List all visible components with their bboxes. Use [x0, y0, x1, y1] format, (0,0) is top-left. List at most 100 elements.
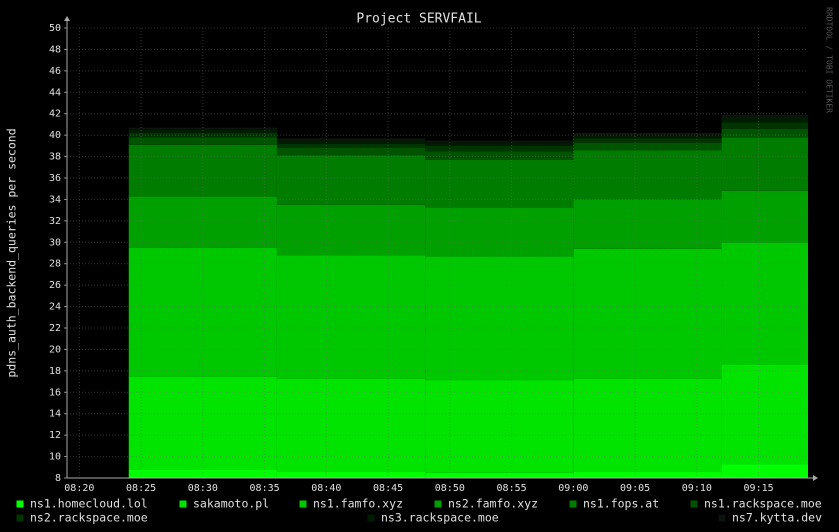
area-segment	[425, 145, 574, 152]
area-segment	[721, 464, 808, 478]
area-segment	[721, 137, 808, 191]
area-segment	[721, 122, 808, 129]
area-segment	[425, 380, 574, 473]
area-segment	[721, 364, 808, 465]
legend-swatch	[717, 513, 727, 523]
y-tick-label: 14	[49, 409, 61, 420]
area-segment	[425, 140, 574, 143]
legend-swatch	[178, 499, 188, 509]
watermark: RRDTOOL / TOBI OETIKER	[825, 7, 834, 113]
y-tick-label: 8	[55, 473, 61, 484]
y-tick-label: 20	[49, 344, 61, 355]
legend-swatch	[15, 499, 25, 509]
area-segment	[128, 133, 277, 138]
area-segment	[276, 138, 426, 141]
x-tick-label: 09:10	[682, 483, 712, 494]
y-tick-label: 34	[49, 194, 61, 205]
area-segment	[128, 247, 277, 377]
x-tick-label: 09:05	[620, 483, 650, 494]
legend-label: ns2.famfo.xyz	[448, 497, 538, 511]
legend-swatch	[689, 499, 699, 509]
area-segment	[276, 378, 426, 472]
area-segment	[425, 159, 574, 208]
y-tick-label: 40	[49, 130, 61, 141]
legend-label: ns1.famfo.xyz	[313, 497, 403, 511]
legend-swatch	[15, 513, 25, 523]
area-segment	[128, 137, 277, 145]
area-segment	[573, 135, 722, 139]
y-tick-label: 36	[49, 173, 61, 184]
legend-label: ns1.rackspace.moe	[704, 497, 822, 511]
area-segment	[276, 204, 426, 256]
legend-label: ns2.rackspace.moe	[30, 511, 148, 525]
x-tick-label: 08:25	[126, 483, 156, 494]
axis-arrow	[813, 475, 818, 481]
area-segment	[573, 248, 722, 379]
y-tick-label: 30	[49, 237, 61, 248]
area-segment	[276, 155, 426, 205]
area-segment	[276, 255, 426, 379]
legend-label: ns7.kytta.dev	[732, 511, 822, 525]
legend-label: sakamoto.pl	[193, 497, 269, 511]
area-segment	[128, 196, 277, 248]
area-segment	[276, 148, 426, 156]
area-segment	[573, 150, 722, 200]
area-segment	[573, 199, 722, 249]
x-tick-label: 08:50	[435, 483, 465, 494]
y-tick-label: 26	[49, 280, 61, 291]
legend-label: ns3.rackspace.moe	[381, 511, 499, 525]
area-segment	[276, 471, 426, 478]
y-tick-label: 38	[49, 152, 61, 163]
y-tick-label: 18	[49, 366, 61, 377]
y-tick-label: 22	[49, 323, 61, 334]
axis-arrow	[64, 16, 70, 21]
area-segment	[721, 190, 808, 243]
area-segment	[425, 151, 574, 160]
area-segment	[425, 208, 574, 257]
y-tick-label: 46	[49, 66, 61, 77]
y-axis-label: pdns_auth_backend_queries per second	[5, 128, 19, 377]
area-segment	[573, 471, 722, 478]
x-tick-label: 08:30	[188, 483, 218, 494]
area-segment	[573, 378, 722, 472]
area-segment	[721, 114, 808, 118]
chart-title: Project SERVFAIL	[356, 12, 481, 27]
legend-swatch	[568, 499, 578, 509]
area-segment	[721, 242, 808, 365]
area-segment	[573, 138, 722, 143]
area-segment	[128, 127, 277, 130]
x-tick-label: 08:40	[311, 483, 341, 494]
y-tick-label: 50	[49, 23, 61, 34]
y-tick-label: 24	[49, 302, 61, 313]
y-tick-label: 44	[49, 87, 61, 98]
x-tick-label: 09:15	[744, 483, 774, 494]
y-tick-label: 12	[49, 430, 61, 441]
legend-swatch	[433, 499, 443, 509]
legend-label: ns1.fops.at	[583, 497, 659, 511]
y-tick-label: 28	[49, 259, 61, 270]
x-tick-label: 08:55	[497, 483, 527, 494]
area-segment	[425, 142, 574, 146]
area-segment	[721, 118, 808, 123]
area-segment	[425, 256, 574, 381]
area-segment	[128, 129, 277, 133]
x-tick-label: 09:00	[558, 483, 588, 494]
area-segment	[721, 128, 808, 138]
x-tick-label: 08:45	[373, 483, 403, 494]
area-segment	[425, 472, 574, 478]
area-segment	[128, 376, 277, 470]
legend-label: ns1.homecloud.lol	[30, 497, 148, 511]
legend-swatch	[366, 513, 376, 523]
x-tick-label: 08:20	[64, 483, 94, 494]
legend-swatch	[298, 499, 308, 509]
y-tick-label: 48	[49, 44, 61, 55]
area-segment	[128, 469, 277, 478]
area-segment	[276, 143, 426, 148]
y-tick-label: 10	[49, 452, 61, 463]
area-segment	[573, 133, 722, 136]
y-tick-label: 42	[49, 109, 61, 120]
area-segment	[573, 142, 722, 151]
y-tick-label: 16	[49, 387, 61, 398]
area-segment	[276, 140, 426, 144]
